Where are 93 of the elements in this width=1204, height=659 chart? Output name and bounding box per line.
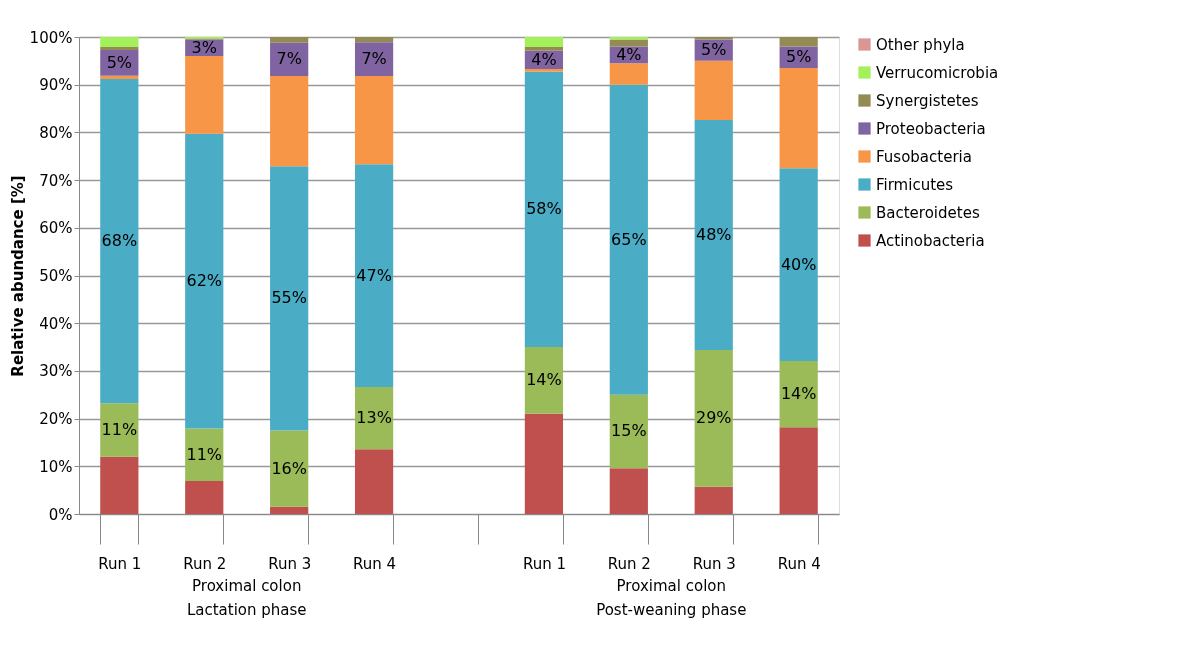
bar [185,481,224,514]
data-label: 68% [101,231,138,251]
x-tick-label: Run 1 [98,554,142,573]
bar [694,486,733,514]
bar [524,68,564,72]
x-tick-label: Run 1 [522,554,566,573]
text: Proximal colon Lactation phase [186,577,307,619]
bar [609,39,648,47]
x-tick-label: Run 3 [268,554,312,573]
bar [779,427,818,514]
data-label: 14% [526,370,562,390]
y-tick-label: 90% [39,76,73,95]
x-tick-label: Run 4 [777,554,821,573]
data-label: 5% [701,40,727,60]
bar [524,71,564,348]
bar [185,133,224,429]
data-label: 11% [186,444,223,464]
bar [354,76,394,165]
bar [779,360,818,428]
y-tick-label: 60% [39,219,73,238]
bar [185,56,224,134]
y-tick-label: 0% [48,505,73,524]
bar [524,347,564,414]
bar [354,387,394,450]
data-label: 4% [616,44,642,64]
x-tick-label: Run 4 [353,554,397,573]
bar [100,78,139,404]
bar [524,413,564,514]
bar [185,428,224,482]
x-tick-label: Run 2 [607,554,651,573]
legend-label: Firmicutes [876,175,954,194]
y-axis-title: Relative abundance [%] [8,175,27,377]
bar [779,37,818,47]
bar [100,37,139,48]
data-label: 5% [785,47,812,67]
bar [270,76,309,167]
data-label: 13% [356,408,392,428]
bar [354,37,394,43]
y-tick-label: 70% [39,171,73,190]
y-tick-label: 30% [39,362,73,381]
bar [524,47,564,51]
bar [694,60,733,120]
y-tick-label: 50% [39,267,73,285]
legend-label: Verrucomicrobia [876,63,999,82]
x-tick-label: Run 2 [183,554,227,573]
bar [694,120,733,350]
bar [524,37,564,48]
data-label: 15% [611,421,647,441]
y-tick-label: 20% [39,410,73,429]
bar [779,168,818,361]
y-tick-label: 100% [29,28,73,47]
data-label: 58% [526,199,562,219]
y-tick-label: 10% [39,457,73,476]
bar [354,164,394,388]
data-label: 40% [780,254,817,274]
data-label: 14% [780,384,817,404]
data-label: 62% [186,271,223,291]
data-label: 11% [101,420,138,440]
bar [270,506,309,514]
legend-label: Proteobacteria [876,119,986,138]
data-label: 29% [695,408,732,428]
legend-label: Bacteroidetes [876,203,980,222]
bar [609,394,648,469]
bar [270,166,309,431]
bar [694,349,733,487]
data-label: 16% [271,458,307,478]
data-label: 3% [191,37,217,57]
data-label: 5% [106,52,133,72]
bar [100,403,139,457]
bar [354,449,394,514]
data-label: 65% [611,229,647,249]
x-tick-label: Run 3 [692,554,736,573]
bar [270,37,309,43]
data-label: 7% [361,49,387,69]
bar [779,68,818,169]
bar [270,430,309,507]
bar [609,84,648,395]
data-label: 7% [276,49,302,69]
legend-label: Other phyla [876,35,965,54]
bar [609,468,648,514]
text: Proximal colon Post-weaning phase [596,577,747,619]
legend-label: Fusobacteria [876,147,972,166]
data-label: 55% [271,288,307,308]
y-tick-label: 40% [39,314,73,333]
bar [609,63,648,85]
data-label: 47% [356,265,392,285]
bar [100,456,139,514]
legend-label: Actinobacteria [876,231,985,250]
bar [100,47,139,50]
legend-label: Synergistetes [876,91,979,110]
y-tick-label: 80% [39,123,73,142]
data-label: 4% [531,49,557,69]
data-label: 48% [695,224,732,244]
